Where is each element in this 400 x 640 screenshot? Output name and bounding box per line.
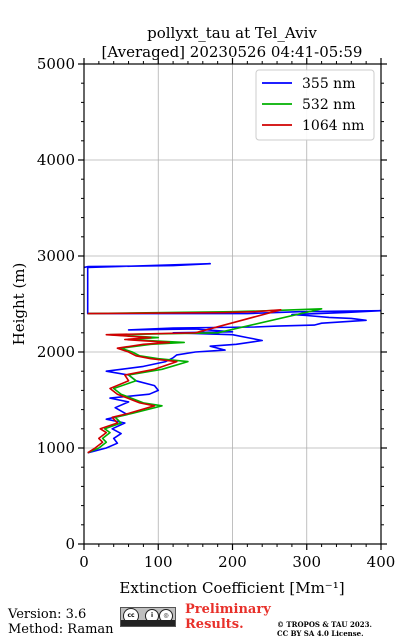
series-line-1064-nm — [87, 308, 282, 454]
y-tick-label: 5000 — [37, 55, 75, 73]
legend-label: 532 nm — [302, 97, 355, 113]
x-tick-label: 100 — [144, 553, 173, 571]
series-line-355-nm — [84, 262, 381, 454]
x-tick-label: 400 — [367, 553, 396, 571]
y-tick-label: 0 — [65, 535, 75, 553]
version-text: Version: 3.6 — [8, 607, 87, 622]
x-tick-label: 300 — [292, 553, 321, 571]
method-text: Method: Raman — [8, 622, 114, 637]
copyright-line-1: © TROPOS & TAU 2023. — [277, 620, 372, 629]
badge-strip — [121, 620, 175, 626]
preliminary-line-1: Preliminary — [185, 602, 271, 617]
series-lines — [84, 262, 381, 454]
y-axis-label: Height (m) — [10, 263, 28, 346]
x-axis-label: Extinction Coefficient [Mm⁻¹] — [119, 579, 344, 597]
axes — [78, 58, 387, 550]
copyright-note: © TROPOS & TAU 2023. CC BY SA 4.0 Licens… — [277, 620, 372, 638]
y-tick-label: 1000 — [37, 439, 75, 457]
chart-title: pollyxt_tau at Tel_Aviv — [147, 24, 317, 42]
y-tick-label: 4000 — [37, 151, 75, 169]
y-tick-label: 2000 — [37, 343, 75, 361]
chart-subtitle: [Averaged] 20230526 04:41-05:59 — [102, 43, 363, 61]
preliminary-line-2: Results. — [185, 617, 244, 632]
x-tick-label: 0 — [79, 553, 89, 571]
cc-by-sa-badge: cc i ◎ — [120, 607, 176, 627]
copyright-line-2: CC BY SA 4.0 License. — [277, 629, 364, 638]
y-tick-label: 3000 — [37, 247, 75, 265]
x-tick-label: 200 — [218, 553, 247, 571]
legend-label: 1064 nm — [302, 118, 364, 134]
legend-box — [255, 69, 375, 141]
legend-label: 355 nm — [302, 76, 355, 92]
legend: 355 nm 532 nm 1064 nm — [255, 69, 375, 141]
preliminary-results-note: Preliminary Results. — [185, 602, 271, 632]
